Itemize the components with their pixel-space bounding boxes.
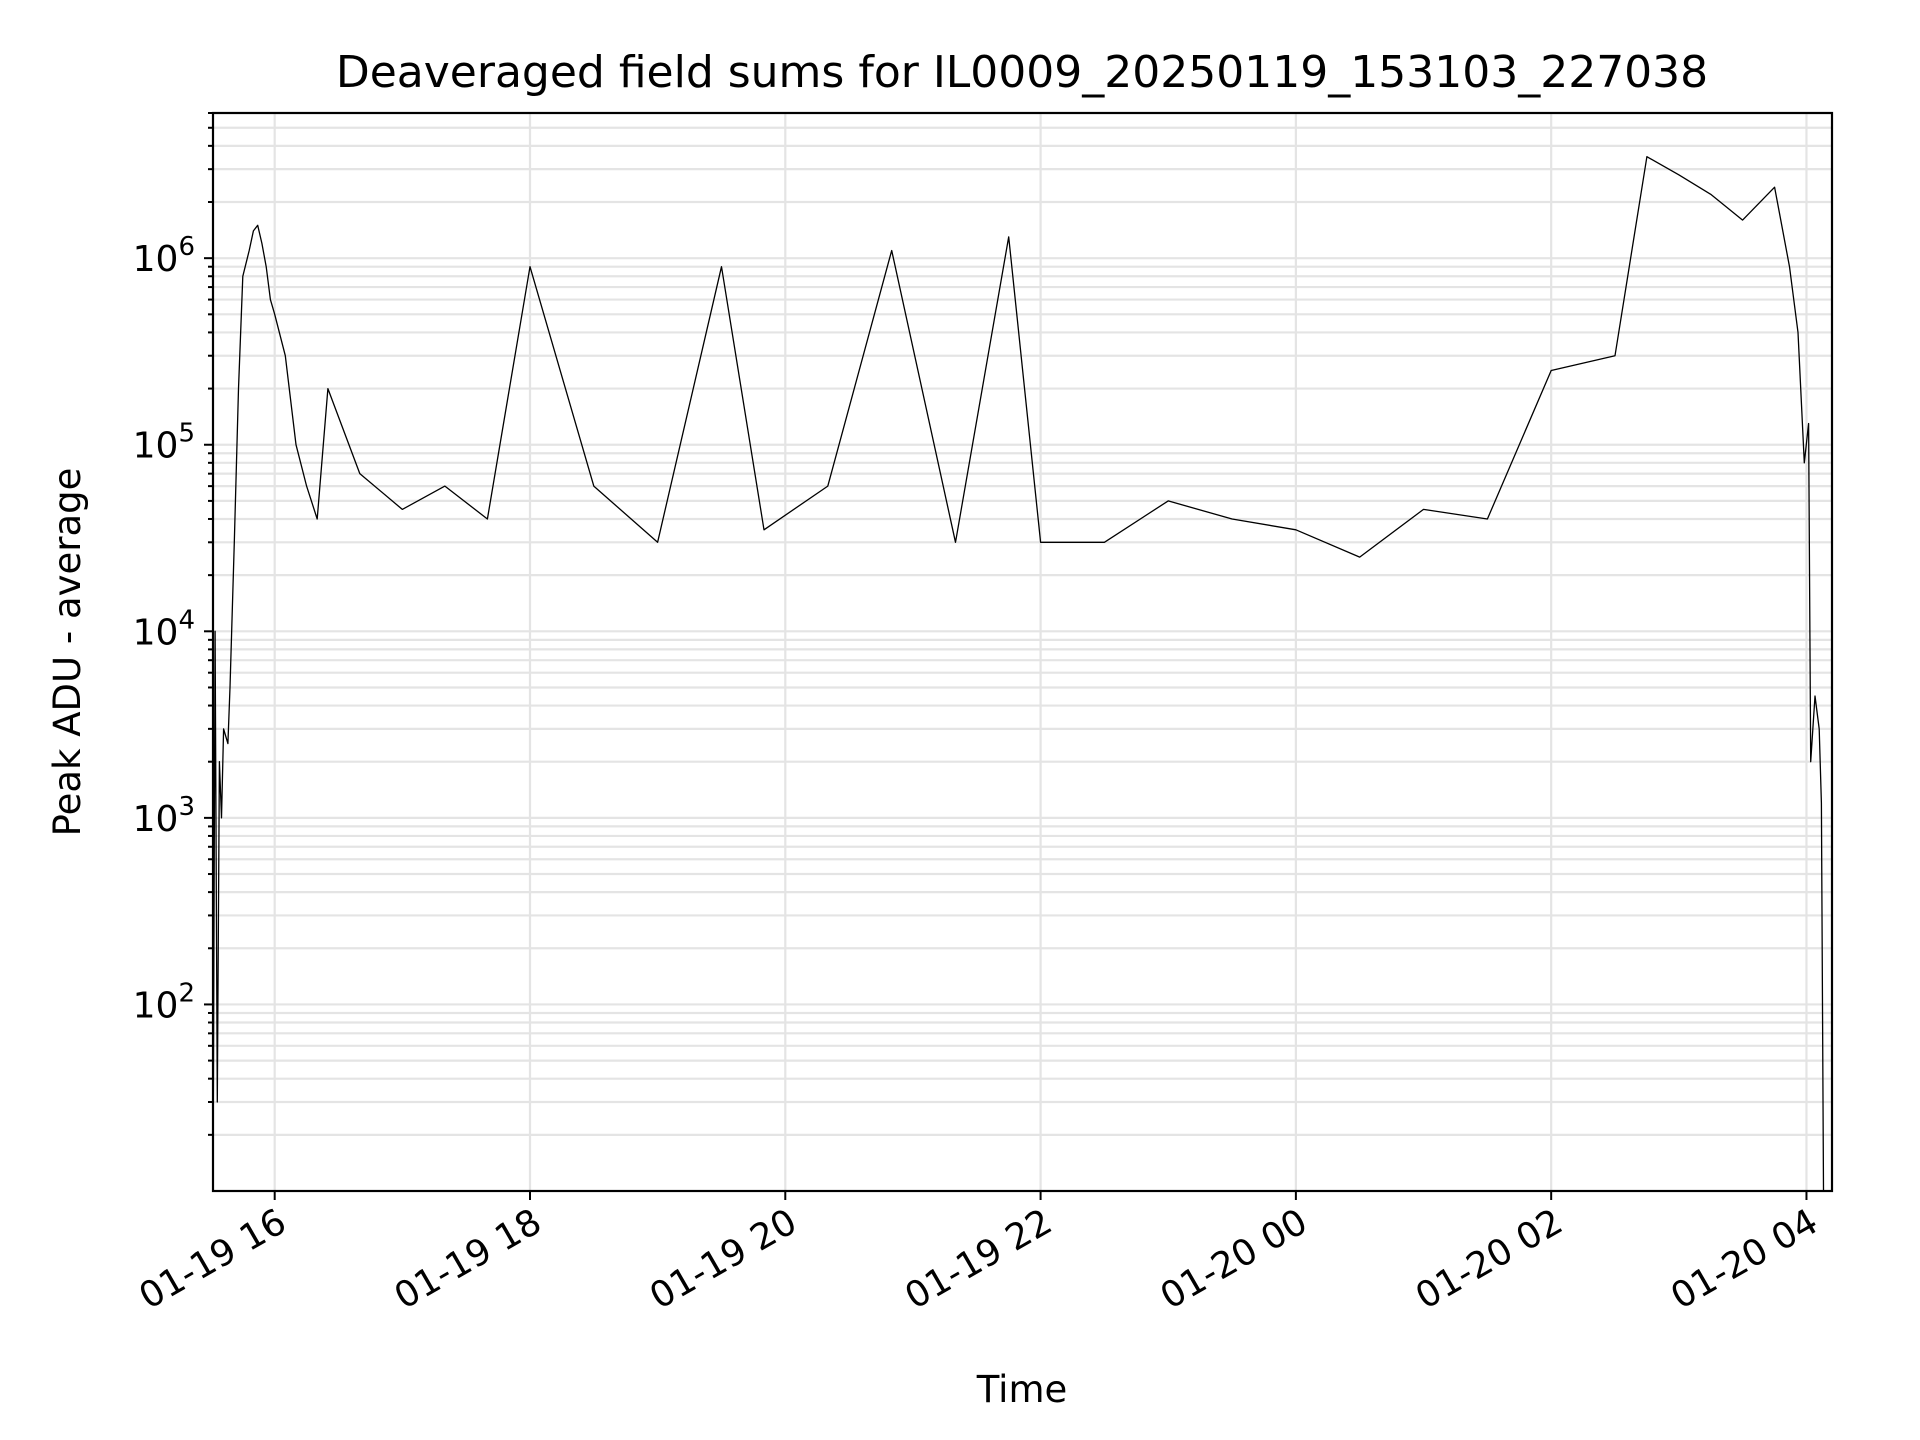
- series-line: [212, 156, 1825, 1192]
- series-layer: [212, 156, 1825, 1192]
- x-axis-label: Time: [976, 1368, 1068, 1411]
- y-tick-label: 103: [133, 792, 195, 840]
- chart-title: Deaveraged field sums for IL0009_2025011…: [336, 47, 1708, 98]
- y-axis-label: Peak ADU - average: [46, 468, 89, 837]
- y-tick-label: 106: [133, 232, 195, 280]
- y-tick-label: 102: [133, 978, 195, 1026]
- grid: [213, 111, 1832, 1191]
- y-tick-label: 104: [133, 605, 195, 653]
- plot-frame: [211, 111, 1834, 1193]
- y-tick-label: 105: [133, 419, 195, 467]
